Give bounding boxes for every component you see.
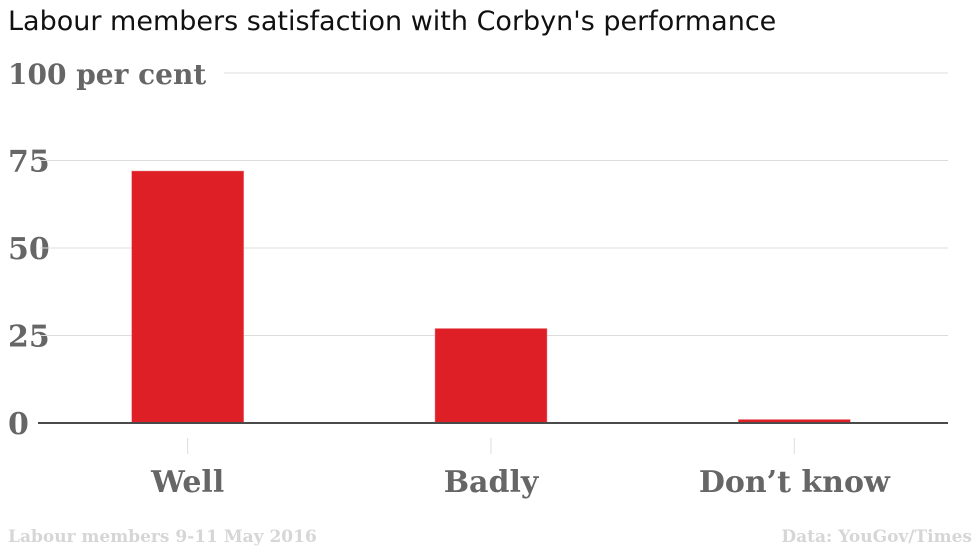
bar-1 (434, 328, 548, 424)
chart-source: Data: YouGov/Times (781, 527, 972, 547)
x-tick-label: Well (150, 465, 224, 500)
chart-note: Labour members 9-11 May 2016 (8, 527, 317, 547)
x-tick-label: Badly (444, 465, 540, 500)
y-tick-label: 50 (8, 232, 50, 267)
y-tick-label: 100 per cent (8, 58, 206, 91)
bar-0 (131, 170, 244, 424)
y-tick-label: 0 (8, 407, 29, 442)
y-tick-label: 75 (8, 145, 50, 180)
y-tick-label: 25 (8, 320, 50, 355)
x-tick-label: Don’t know (699, 465, 891, 500)
chart-title: Labour members satisfaction with Corbyn'… (8, 6, 777, 37)
